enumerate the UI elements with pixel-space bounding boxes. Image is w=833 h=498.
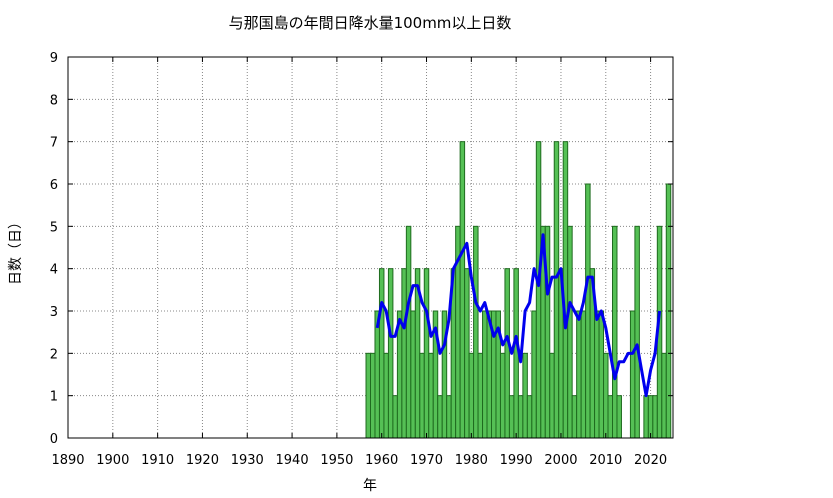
x-tick-label: 1950 [320, 453, 353, 468]
y-tick-label: 5 [50, 220, 58, 235]
x-tick-label: 1920 [186, 453, 219, 468]
bar [482, 310, 488, 439]
y-tick-label: 3 [50, 305, 58, 320]
bar [603, 352, 609, 439]
bar [594, 310, 600, 439]
y-tick-label: 7 [50, 136, 58, 151]
plot-frame [67, 56, 674, 439]
bar [473, 225, 479, 439]
y-axis-title: 日数（日） [8, 215, 24, 285]
moving-average-polyline [375, 233, 662, 398]
bar [392, 395, 398, 439]
y-tick-label: 8 [50, 93, 58, 108]
bar [549, 352, 555, 439]
x-tick-label: 2010 [589, 453, 622, 468]
bar [365, 352, 372, 439]
bar [553, 141, 560, 439]
bar [468, 352, 475, 439]
bar [652, 395, 658, 439]
x-axis-title: 年 [363, 478, 377, 494]
y-axis-ticks: 0 1 2 3 4 5 6 7 8 9 [50, 51, 673, 447]
bar-series [365, 141, 672, 439]
x-tick-label: 1990 [500, 453, 533, 468]
bar [607, 395, 613, 439]
bar [370, 352, 376, 439]
moving-average-line [375, 233, 662, 398]
x-tick-label: 2000 [544, 453, 577, 468]
bar [535, 141, 542, 439]
y-tick-label: 9 [50, 51, 58, 66]
bar [419, 352, 425, 439]
bar [464, 268, 470, 439]
bar [661, 352, 667, 439]
bar [629, 310, 636, 439]
bar [423, 268, 430, 439]
bar [517, 395, 524, 439]
bar [576, 310, 582, 439]
y-tick-label: 2 [50, 347, 58, 362]
bar [531, 310, 537, 439]
x-tick-label: 1910 [141, 453, 174, 468]
bar [401, 268, 407, 439]
x-tick-label: 1890 [51, 453, 84, 468]
x-axis-ticks: 1890 1900 1910 1920 1930 1940 1950 1960 1970 1980… [51, 57, 667, 468]
bar [598, 310, 605, 439]
bar [428, 352, 434, 439]
x-tick-label: 1940 [276, 453, 309, 468]
bar [526, 395, 533, 439]
bar [643, 395, 649, 439]
bar [508, 395, 515, 439]
bar [504, 268, 510, 439]
x-tick-label: 1970 [410, 453, 443, 468]
bar [522, 352, 528, 439]
bar [571, 395, 578, 439]
bar [410, 310, 416, 439]
bar [383, 352, 389, 439]
bar [374, 310, 380, 439]
bar [612, 225, 618, 439]
bar [405, 225, 412, 439]
bar [647, 395, 654, 439]
chart-title: 与那国島の年間日降水量100mm以上日数 [229, 14, 512, 32]
x-tick-label: 1900 [96, 453, 129, 468]
bar [437, 395, 443, 439]
bar [585, 183, 591, 439]
bar [634, 225, 640, 439]
x-tick-label: 1980 [455, 453, 488, 468]
x-tick-label: 1960 [365, 453, 398, 468]
y-tick-label: 1 [50, 390, 58, 405]
bar [499, 352, 506, 439]
y-tick-label: 6 [50, 178, 58, 193]
bar [459, 141, 466, 439]
x-tick-label: 2020 [634, 453, 667, 468]
x-tick-label: 1930 [231, 453, 264, 468]
bar [378, 268, 385, 439]
bar [387, 268, 394, 439]
y-tick-label: 4 [50, 263, 58, 278]
bar [580, 310, 587, 439]
y-tick-label: 0 [50, 432, 58, 447]
bar [567, 225, 573, 439]
bar [477, 352, 484, 439]
bar [616, 395, 622, 439]
bar [446, 395, 452, 439]
